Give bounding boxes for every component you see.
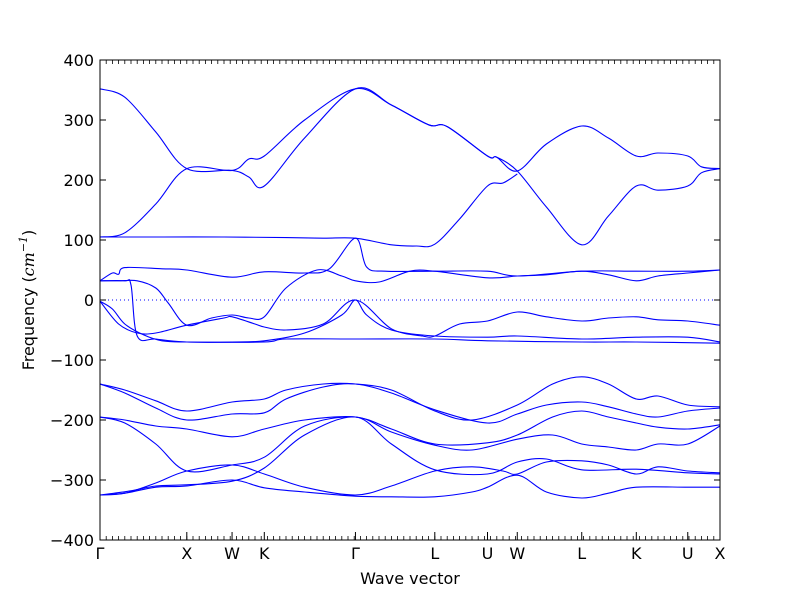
band-line-13 bbox=[100, 459, 720, 496]
y-axis-label: Frequency (cm−1) bbox=[17, 230, 38, 371]
x-tick-label: W bbox=[224, 544, 240, 563]
y-axis-label-exponent: −1 bbox=[17, 236, 30, 252]
x-tick-label: L bbox=[577, 544, 586, 563]
plot-lines bbox=[100, 87, 720, 499]
band-line-10 bbox=[100, 383, 720, 424]
y-tick-label: 400 bbox=[63, 51, 94, 70]
x-tick-label: W bbox=[509, 544, 525, 563]
x-tick-label: X bbox=[715, 544, 726, 563]
y-tick-label: −100 bbox=[50, 351, 94, 370]
x-axis-label: Wave vector bbox=[360, 569, 460, 588]
band-line-6 bbox=[100, 299, 720, 338]
y-tick-label: −200 bbox=[50, 411, 94, 430]
y-axis-ticks: −400 −300 −200 −100 0 100 200 300 400 bbox=[50, 51, 720, 550]
y-axis-label-unit: cm bbox=[19, 252, 38, 276]
x-tick-label: Γ bbox=[96, 544, 105, 563]
y-axis-label-close: ) bbox=[19, 230, 38, 236]
x-tick-label: L bbox=[430, 544, 439, 563]
band-line-12 bbox=[100, 410, 720, 446]
y-tick-label: 200 bbox=[63, 171, 94, 190]
y-tick-label: 100 bbox=[63, 231, 94, 250]
band-line-5 bbox=[100, 269, 720, 327]
y-tick-label: 0 bbox=[84, 291, 94, 310]
band-line-7 bbox=[100, 299, 720, 343]
x-tick-label: K bbox=[259, 544, 270, 563]
y-axis-label-text: Frequency ( bbox=[19, 276, 38, 370]
x-tick-label: X bbox=[181, 544, 192, 563]
band-line-15 bbox=[100, 416, 720, 496]
y-tick-label: −400 bbox=[50, 531, 94, 550]
y-tick-label: 300 bbox=[63, 111, 94, 130]
band-line-2 bbox=[100, 87, 720, 246]
x-tick-label: U bbox=[482, 544, 494, 563]
band-line-3 bbox=[100, 173, 518, 248]
band-line-8 bbox=[100, 279, 720, 344]
x-tick-label: K bbox=[631, 544, 642, 563]
band-line-14 bbox=[100, 474, 720, 499]
x-tick-label: Γ bbox=[351, 544, 360, 563]
x-tick-label: U bbox=[682, 544, 694, 563]
band-line-9 bbox=[100, 376, 720, 421]
y-tick-label: −300 bbox=[50, 471, 94, 490]
